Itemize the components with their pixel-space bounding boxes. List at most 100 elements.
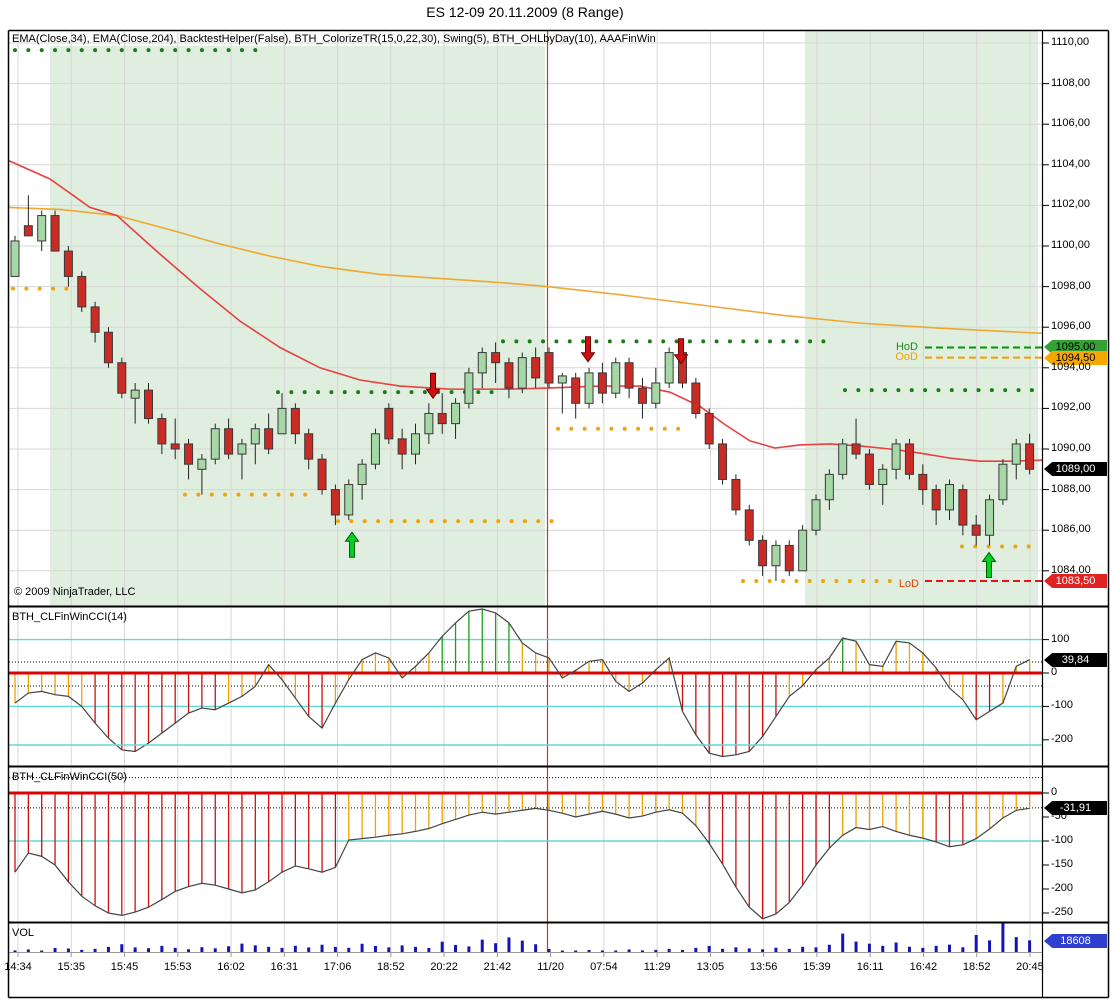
sell-arrow-icon (673, 338, 689, 365)
swing-high-dot (501, 339, 505, 344)
swing-low-dot (986, 544, 991, 549)
copyright-label: © 2009 NinjaTrader, LLC (14, 586, 136, 598)
swing-high-dot (329, 390, 334, 395)
swing-low-dot (794, 578, 799, 583)
ood-label: OoD (895, 351, 918, 363)
candle-body (464, 372, 474, 404)
swing-high-dot (449, 390, 454, 395)
swing-high-dot (199, 48, 204, 53)
candle-body (624, 362, 634, 389)
swing-high-dot (741, 339, 746, 344)
swing-low-dot (496, 519, 501, 524)
last-price-badge: 1089,00 (1044, 462, 1107, 476)
candle-body (210, 428, 220, 460)
swing-low-dot (781, 578, 786, 583)
candle-body (945, 484, 954, 511)
swing-low-dot (37, 286, 42, 291)
candle-body (384, 407, 394, 440)
swing-low-dot (536, 519, 541, 524)
swing-low-dot (741, 578, 745, 583)
candle-body (557, 375, 567, 384)
time-axis-label: 07:54 (590, 961, 618, 973)
swing-high-dot (39, 48, 44, 53)
swing-low-dot (834, 578, 839, 583)
price-panel[interactable] (8, 48, 1045, 583)
swing-high-dot (106, 48, 111, 53)
swing-low-dot (509, 519, 514, 524)
swing-high-dot (1003, 388, 1008, 393)
swing-low-dot (416, 519, 421, 524)
swing-high-dot (794, 339, 799, 344)
time-axis-label: 16:02 (217, 961, 245, 973)
cci50-axis-label: -200 (1051, 882, 1074, 894)
cci14-panel[interactable] (9, 608, 1042, 758)
candle-body (1025, 443, 1035, 470)
swing-low-dot (1000, 544, 1005, 549)
candle-body (824, 473, 834, 501)
swing-low-dot (209, 492, 214, 497)
swing-high-dot (963, 388, 968, 393)
candle-body (277, 407, 287, 435)
swing-low-dot (482, 519, 487, 524)
candle-body (477, 352, 487, 374)
swing-low-dot (389, 519, 394, 524)
swing-high-dot (647, 339, 652, 344)
ema-204-line (8, 206, 1043, 335)
cci50-panel[interactable] (9, 744, 1042, 920)
cci14-axis-label: 0 (1051, 666, 1058, 678)
candle-body (571, 377, 581, 404)
swing-low-dot (821, 578, 826, 583)
candle-body (397, 438, 407, 455)
candle-body (864, 453, 874, 486)
price-axis-label: 1088,00 (1051, 482, 1091, 495)
lod-price-badge: 1083,50 (1044, 574, 1107, 588)
swing-low-dot (456, 519, 461, 524)
swing-high-dot (369, 390, 374, 395)
price-axis-label: 1096,00 (1051, 320, 1091, 333)
candle-body (958, 489, 968, 526)
cci50-panel-label: BTH_CLFinWinCCI(50) (12, 771, 127, 783)
swing-low-dot (887, 578, 892, 583)
cci-line (14, 807, 1030, 920)
price-axis-label: 1098,00 (1051, 279, 1091, 292)
candle-body (250, 428, 260, 445)
candle-body (758, 539, 768, 567)
swing-low-dot (236, 492, 241, 497)
candle-body (130, 389, 140, 399)
swing-low-dot (349, 519, 354, 524)
time-axis-label: 15:39 (803, 961, 831, 973)
swing-high-dot (607, 339, 612, 344)
sell-arrow-icon (580, 336, 596, 363)
candle-body (918, 473, 928, 491)
swing-high-dot (621, 339, 626, 344)
candle-body (103, 331, 113, 364)
swing-high-dot (342, 390, 347, 395)
candle-body (117, 362, 127, 394)
swing-high-dot (856, 388, 861, 393)
swing-low-dot (649, 426, 654, 431)
cci14-axis-label: -200 (1051, 732, 1074, 745)
candle-body (290, 407, 300, 435)
candle-body (451, 402, 461, 425)
swing-high-dot (976, 388, 981, 393)
hod-label: HoD (895, 341, 918, 353)
swing-high-dot (883, 388, 888, 393)
candle-body (90, 306, 100, 333)
swing-high-dot (781, 339, 786, 344)
volume-panel[interactable] (9, 923, 1042, 953)
ood-price-badge: 1094,50 (1044, 351, 1107, 365)
swing-high-dot (239, 48, 244, 53)
swing-low-dot (24, 286, 29, 291)
candle-body (63, 250, 73, 277)
time-axis-label: 15:45 (110, 961, 139, 973)
swing-low-dot (636, 426, 641, 431)
candle-body (197, 458, 207, 470)
price-axis-label: 1110,00 (1051, 36, 1090, 48)
volume-value-badge: 18608 (1044, 934, 1107, 948)
swing-high-dot (687, 339, 692, 344)
cci50-axis-label: -150 (1051, 858, 1074, 870)
swing-low-dot (1013, 544, 1018, 549)
candle-body (851, 443, 861, 455)
swing-low-dot (362, 519, 367, 524)
